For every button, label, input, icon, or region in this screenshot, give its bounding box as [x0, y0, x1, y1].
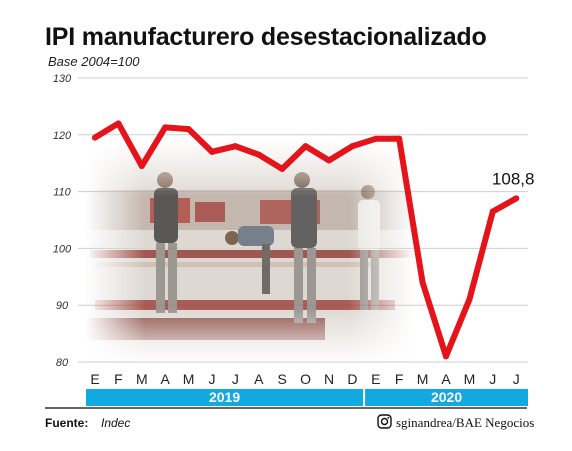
data-point	[185, 126, 192, 133]
x-tick-label: J	[513, 371, 520, 387]
data-point	[372, 135, 379, 142]
x-tick-label: M	[136, 371, 148, 387]
x-tick-label: A	[161, 371, 171, 387]
data-point	[209, 148, 215, 155]
year-band	[86, 389, 364, 406]
year-label: 2020	[431, 389, 462, 405]
data-point	[138, 163, 145, 170]
data-point	[255, 151, 262, 158]
data-point	[443, 353, 449, 360]
data-point	[489, 208, 496, 215]
y-tick-label: 130	[53, 73, 72, 85]
x-tick-label: E	[371, 371, 380, 387]
x-tick-label: A	[254, 371, 264, 387]
data-point	[419, 279, 426, 286]
data-point	[302, 143, 309, 150]
year-label: 2019	[209, 389, 240, 405]
data-point	[513, 195, 520, 202]
data-point	[396, 135, 403, 142]
data-point	[466, 296, 473, 303]
x-tick-label: F	[114, 371, 123, 387]
data-point	[349, 143, 356, 150]
x-tick-label: N	[324, 371, 334, 387]
data-point	[115, 120, 122, 127]
factory-photo-background	[85, 140, 420, 365]
year-band	[365, 389, 528, 406]
y-tick-label: 90	[56, 300, 69, 312]
x-tick-label: M	[417, 371, 429, 387]
chart-subtitle: Base 2004=100	[48, 54, 140, 69]
data-point	[92, 134, 98, 141]
y-axis-tick-labels: 130 120 110 100 90 80	[53, 73, 72, 369]
data-point	[279, 165, 286, 172]
data-point	[232, 143, 239, 150]
end-value-label: 108,8	[492, 169, 535, 188]
x-tick-label: M	[183, 371, 195, 387]
y-tick-label: 100	[53, 243, 72, 255]
x-tick-label: O	[300, 371, 311, 387]
data-point	[162, 124, 169, 131]
chart-title: IPI manufacturero desestacionalizado	[45, 23, 487, 51]
instagram-icon	[377, 414, 392, 429]
x-tick-label: S	[278, 371, 287, 387]
y-tick-label: 110	[53, 187, 71, 199]
data-point	[326, 157, 332, 164]
x-tick-label: A	[441, 371, 451, 387]
x-tick-label: E	[90, 371, 99, 387]
y-tick-label: 80	[56, 357, 69, 369]
source-value: Indec	[101, 416, 130, 430]
x-tick-label: J	[209, 371, 216, 387]
year-bands: 2019 2020	[86, 389, 528, 406]
x-tick-label: D	[347, 371, 357, 387]
x-tick-label: J	[489, 371, 496, 387]
x-tick-label: M	[464, 371, 476, 387]
y-tick-label: 120	[53, 130, 72, 142]
source-label: Fuente:	[45, 416, 88, 430]
credit-text: sginandrea/BAE Negocios	[396, 415, 534, 430]
x-tick-label: J	[232, 371, 239, 387]
x-tick-label: F	[395, 371, 404, 387]
data-points	[92, 120, 520, 360]
